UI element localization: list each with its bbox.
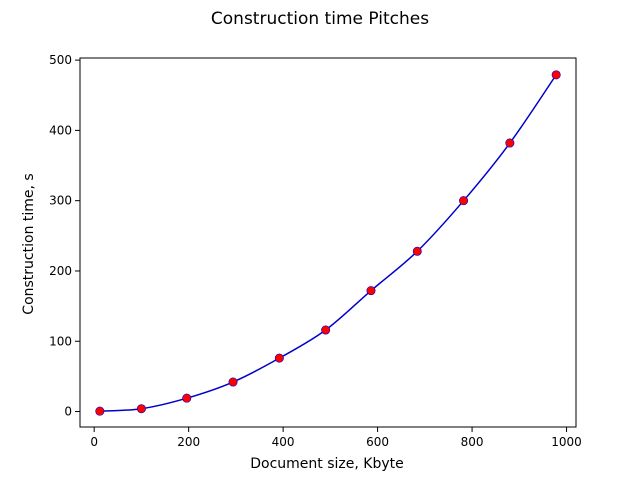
x-axis-label: Document size, Kbyte — [250, 456, 403, 472]
data-point — [182, 393, 192, 403]
fit-curve-layer — [99, 74, 557, 412]
axes-frame — [79, 57, 577, 428]
x-tick-label: 200 — [177, 435, 200, 449]
chart-title: Construction time Pitches — [211, 9, 429, 29]
data-point — [136, 404, 146, 414]
fit-curve-line — [99, 74, 557, 412]
x-tick-label: 400 — [272, 435, 295, 449]
x-tick-label: 600 — [366, 435, 389, 449]
y-tick-label: 100 — [49, 334, 72, 348]
data-point — [274, 353, 284, 363]
x-axis-ticks: 0 200 400 600 800 1000 — [90, 427, 582, 449]
data-point — [505, 138, 515, 148]
data-point — [366, 286, 376, 296]
x-tick-label: 0 — [90, 435, 98, 449]
data-point — [95, 406, 105, 416]
data-point — [459, 196, 469, 206]
x-tick-label: 800 — [461, 435, 484, 449]
data-point — [321, 325, 331, 335]
data-point — [551, 70, 561, 80]
x-tick-label: 1000 — [551, 435, 582, 449]
y-tick-label: 0 — [64, 405, 72, 419]
y-tick-label: 300 — [49, 194, 72, 208]
y-tick-label: 200 — [49, 264, 72, 278]
data-point — [228, 377, 238, 387]
y-axis-label: Construction time, s — [21, 173, 37, 314]
data-point — [412, 246, 422, 256]
y-tick-label: 500 — [49, 53, 72, 67]
plot-area — [79, 57, 577, 428]
y-tick-label: 400 — [49, 123, 72, 137]
data-points-layer — [95, 70, 561, 416]
y-axis-ticks: 0 100 200 300 400 500 — [49, 53, 80, 419]
